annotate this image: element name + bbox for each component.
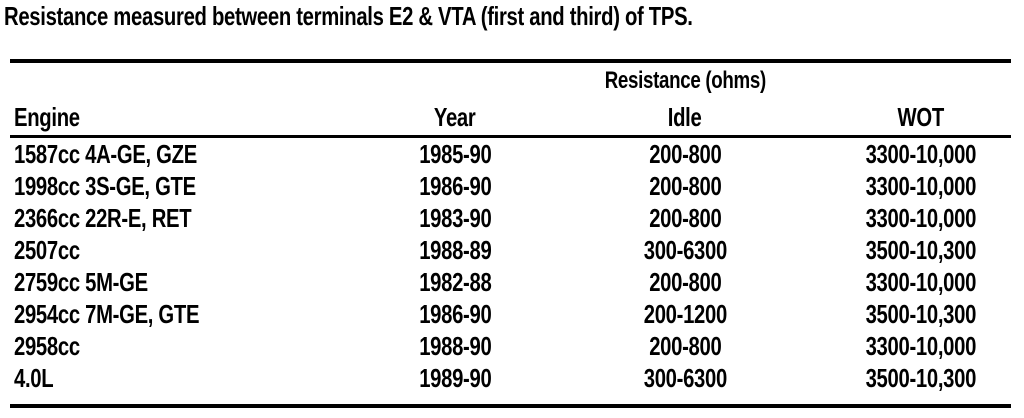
table-row: 2759cc 5M-GE 1982-88 200-800 3300-10,000	[10, 266, 1011, 298]
table-caption-text: Resistance measured between terminals E2…	[4, 1, 693, 31]
cell-year: 1988-89	[418, 234, 492, 265]
cell-idle: 200-800	[648, 202, 722, 233]
cell-year: 1985-90	[418, 138, 492, 169]
table-row: 2954cc 7M-GE, GTE 1986-90 200-1200 3500-…	[10, 298, 1011, 330]
column-header-wot: WOT	[897, 101, 944, 132]
cell-idle: 200-800	[648, 266, 722, 297]
cell-engine: 2759cc 5M-GE	[14, 266, 148, 297]
cell-year: 1983-90	[418, 202, 492, 233]
cell-idle: 300-6300	[643, 362, 727, 393]
group-header-resistance: Resistance (ohms)	[540, 67, 830, 95]
table-row: 2366cc 22R-E, RET 1983-90 200-800 3300-1…	[10, 202, 1011, 234]
cell-idle: 200-800	[648, 170, 722, 201]
cell-wot: 3500-10,300	[865, 298, 976, 329]
cell-year: 1989-90	[418, 362, 492, 393]
cell-idle: 200-1200	[643, 298, 727, 329]
table-group-header-row: Resistance (ohms)	[10, 63, 1011, 99]
cell-wot: 3300-10,000	[865, 170, 976, 201]
cell-wot: 3500-10,300	[865, 362, 976, 393]
cell-idle: 300-6300	[643, 234, 727, 265]
cell-wot: 3300-10,000	[865, 266, 976, 297]
cell-idle: 200-800	[648, 138, 722, 169]
table-body: 1587cc 4A-GE, GZE 1985-90 200-800 3300-1…	[10, 138, 1011, 408]
cell-year: 1988-90	[418, 330, 492, 361]
cell-engine: 2366cc 22R-E, RET	[14, 202, 192, 233]
table-row: 2958cc 1988-90 200-800 3300-10,000	[10, 330, 1011, 362]
cell-idle: 200-800	[648, 330, 722, 361]
cell-engine: 1587cc 4A-GE, GZE	[14, 138, 197, 169]
cell-year: 1986-90	[418, 170, 492, 201]
cell-wot: 3500-10,300	[865, 234, 976, 265]
table-row: 1587cc 4A-GE, GZE 1985-90 200-800 3300-1…	[10, 138, 1011, 170]
cell-wot: 3300-10,000	[865, 330, 976, 361]
column-header-idle: Idle	[668, 101, 702, 132]
table-caption: Resistance measured between terminals E2…	[4, 2, 887, 30]
cell-year: 1986-90	[418, 298, 492, 329]
group-header-resistance-text: Resistance (ohms)	[604, 67, 766, 94]
cell-engine: 4.0L	[14, 362, 54, 393]
cell-engine: 2958cc	[14, 330, 80, 361]
cell-year: 1982-88	[418, 266, 492, 297]
spec-table: Resistance (ohms) Engine Year Idle WOT 1…	[10, 59, 1011, 408]
cell-wot: 3300-10,000	[865, 202, 976, 233]
table-row: 1998cc 3S-GE, GTE 1986-90 200-800 3300-1…	[10, 170, 1011, 202]
column-header-engine: Engine	[14, 101, 80, 132]
cell-engine: 1998cc 3S-GE, GTE	[14, 170, 196, 201]
table-row: 2507cc 1988-89 300-6300 3500-10,300	[10, 234, 1011, 266]
cell-engine: 2507cc	[14, 234, 80, 265]
cell-engine: 2954cc 7M-GE, GTE	[14, 298, 200, 329]
cell-wot: 3300-10,000	[865, 138, 976, 169]
table-row: 4.0L 1989-90 300-6300 3500-10,300	[10, 362, 1011, 394]
column-header-year: Year	[434, 101, 476, 132]
table-column-header-row: Engine Year Idle WOT	[10, 99, 1011, 138]
